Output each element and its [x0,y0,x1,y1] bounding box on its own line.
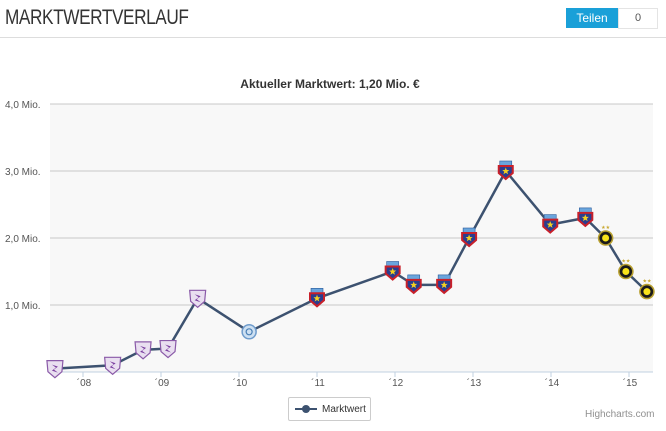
x-tick-label: ´14 [545,377,560,389]
data-point-red-blue-star-crest[interactable] [542,214,559,234]
x-tick-label: ´15 [623,377,638,389]
x-tick-label: ´09 [155,377,170,389]
data-point-red-blue-star-crest[interactable] [436,274,453,295]
data-point-purple-shield-crest[interactable] [134,341,152,360]
data-point-blue-round-crest[interactable] [241,324,257,340]
y-tick-label: 1,0 Mio. [5,301,41,312]
data-point-purple-shield-crest[interactable] [46,360,64,379]
legend-line-icon [295,405,317,413]
data-point-black-yellow-sun-crest[interactable]: ★★ [618,259,634,280]
svg-text:★★: ★★ [642,279,651,285]
data-point-red-blue-star-crest[interactable] [384,261,401,281]
x-tick-label: ´11 [311,377,325,389]
data-point-purple-shield-crest[interactable] [103,356,122,376]
data-point-red-blue-star-crest[interactable] [405,274,422,295]
data-point-red-blue-star-crest[interactable] [461,227,478,248]
legend-label: Marktwert [322,403,366,415]
x-tick-label: ´12 [389,377,404,389]
data-point-purple-shield-crest[interactable] [159,339,177,359]
data-point-red-blue-star-crest[interactable] [309,287,325,308]
section-header: MARKTWERTVERLAUF Teilen 0 [0,0,666,38]
data-point-purple-shield-crest[interactable] [189,289,207,309]
y-tick-label: 4,0 Mio. [5,100,41,111]
share-count: 0 [618,8,658,29]
highcharts-credit[interactable]: Highcharts.com [585,409,655,420]
svg-text:★★: ★★ [621,259,630,265]
y-tick-label: 3,0 Mio. [5,167,41,178]
data-point-red-blue-star-crest[interactable] [497,160,514,181]
data-point-red-blue-star-crest[interactable] [577,207,594,228]
legend-item-marktwert[interactable]: Marktwert [288,397,371,421]
chart-title: Aktueller Marktwert: 1,20 Mio. € [240,77,420,91]
x-tick-label: ´13 [467,377,482,389]
data-point-black-yellow-sun-crest[interactable]: ★★ [597,225,614,246]
x-tick-label: ´10 [233,377,248,389]
y-tick-label: 2,0 Mio. [5,234,41,245]
share-button[interactable]: Teilen [566,8,618,28]
svg-text:★★: ★★ [601,225,610,231]
x-tick-label: ´08 [77,377,92,389]
section-title: MARKTWERTVERLAUF [5,6,189,29]
data-point-black-yellow-sun-crest[interactable]: ★★ [639,279,655,300]
